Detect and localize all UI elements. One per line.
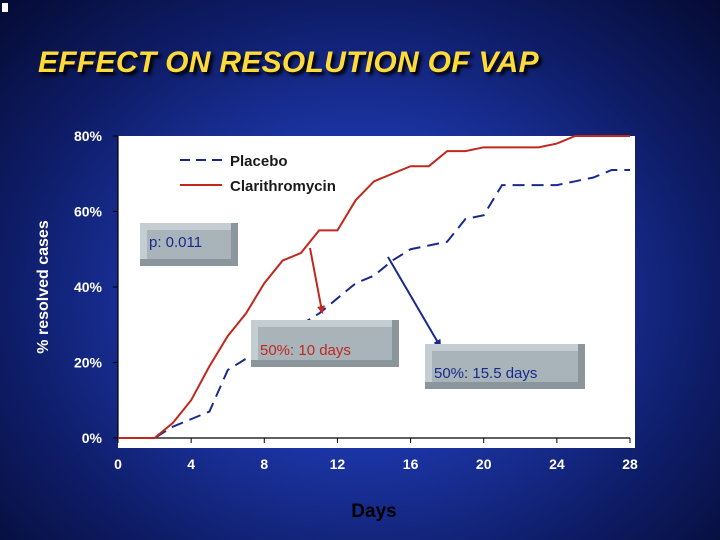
axes <box>113 135 631 443</box>
x-tick-label: 12 <box>330 456 346 472</box>
p-value-callout: p: 0.011 <box>140 223 238 266</box>
corner-mark <box>2 3 8 12</box>
x-tick-label: 4 <box>187 456 195 472</box>
legend-label-clarithromycin: Clarithromycin <box>230 178 336 195</box>
y-tick-label: 80% <box>74 128 103 144</box>
series-line-placebo <box>118 168 630 439</box>
y-tick-label: 20% <box>74 355 103 371</box>
x-axis-label: Days <box>351 501 396 522</box>
x-tick-label: 20 <box>476 456 492 472</box>
legend: Placebo Clarithromycin <box>180 153 336 195</box>
y-tick-label: 40% <box>74 279 103 295</box>
x-tick-label: 16 <box>403 456 419 472</box>
y-tick-label: 60% <box>74 204 103 220</box>
series-group <box>118 135 630 439</box>
clarithromycin-callout: 50%: 10 days <box>251 320 399 367</box>
annotation-arrows <box>309 247 442 348</box>
series-line-clarithromycin <box>118 135 630 439</box>
tick-labels: 0 4 8 12 16 20 24 28 0% 20% 40% 60% 80% <box>74 128 638 472</box>
x-tick-label: 0 <box>114 456 122 472</box>
arrow-clarithromycin <box>309 247 325 314</box>
x-tick-label: 8 <box>260 456 268 472</box>
y-axis-label: % resolved cases <box>35 220 52 354</box>
y-tick-label: 0% <box>82 430 103 446</box>
p-value-text: p: 0.011 <box>149 234 203 251</box>
placebo-callout-text: 50%: 15.5 days <box>434 365 538 382</box>
legend-label-placebo: Placebo <box>230 153 288 170</box>
x-tick-label: 28 <box>622 456 638 472</box>
slide-title: EFFECT ON RESOLUTION OF VAP <box>38 46 539 79</box>
x-tick-label: 24 <box>549 456 565 472</box>
arrow-placebo <box>387 256 442 348</box>
plot-area <box>118 136 635 448</box>
placebo-callout: 50%: 15.5 days <box>425 344 585 389</box>
clarithromycin-callout-text: 50%: 10 days <box>260 342 351 359</box>
